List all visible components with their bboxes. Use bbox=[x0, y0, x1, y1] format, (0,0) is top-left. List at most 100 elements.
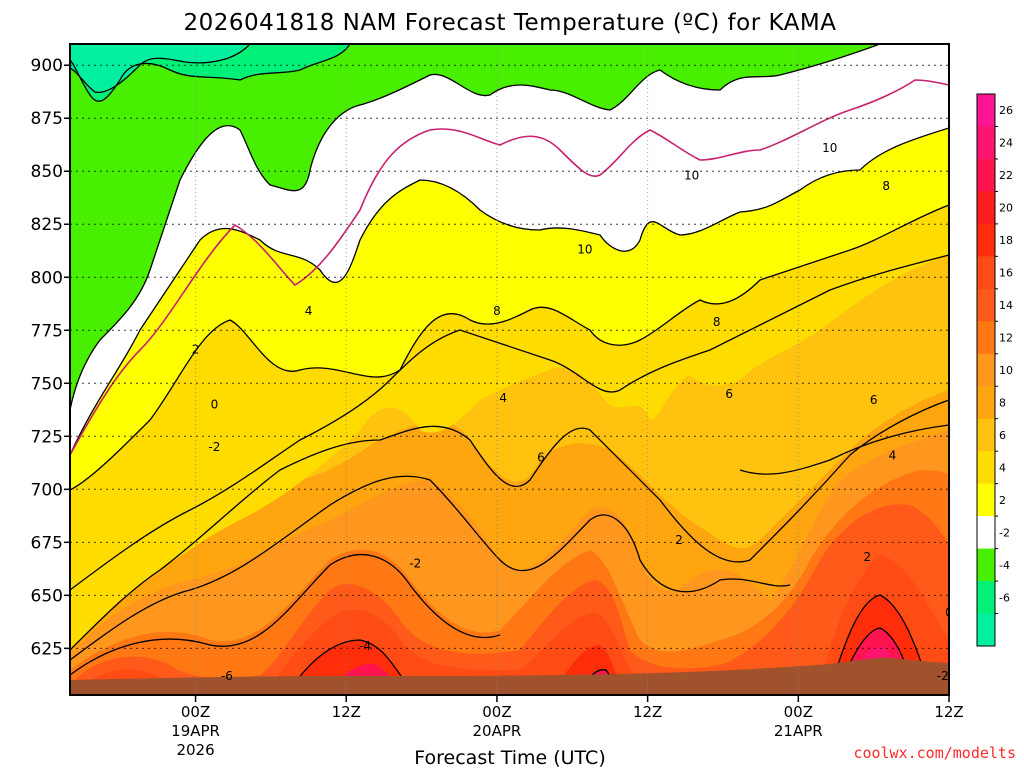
colorbar-label-4: 18 bbox=[999, 234, 1013, 247]
colorbar-swatch-12 bbox=[977, 483, 995, 517]
contour-label-21: 10 bbox=[577, 243, 592, 257]
contour-4 bbox=[70, 204, 949, 491]
x-tick-year-0: 2026 bbox=[176, 741, 214, 759]
contour-label-5: 0 bbox=[211, 397, 219, 411]
contour-label-16: 8 bbox=[493, 304, 501, 318]
y-tick-label-750: 750 bbox=[31, 374, 63, 394]
colorbar-label-5: 16 bbox=[999, 267, 1013, 280]
contour-label-4: -2 bbox=[937, 669, 949, 683]
contour-10 bbox=[70, 475, 791, 661]
colorbar-swatch-5 bbox=[977, 256, 995, 290]
contour-label-23: 10 bbox=[822, 141, 837, 155]
x-tick-label-0: 00Z bbox=[181, 703, 210, 721]
contour-neg2 bbox=[70, 44, 881, 411]
colorbar-swatch-9 bbox=[977, 386, 995, 420]
y-tick-label-725: 725 bbox=[31, 427, 63, 447]
x-tick-label-1: 12Z bbox=[332, 703, 361, 721]
colorbar-label-6: 14 bbox=[999, 299, 1013, 312]
band-above-14 bbox=[70, 470, 949, 695]
colorbar-label-15: -6 bbox=[999, 591, 1010, 604]
colorbar-label-0: 26 bbox=[999, 104, 1013, 117]
colorbar: 26 24 22 20 18 16 14 12 10 8 6 4 2 -2 -4 -6 bbox=[976, 93, 1013, 647]
contour-label-10: 4 bbox=[305, 304, 313, 318]
colorbar-label-12: 2 bbox=[999, 494, 1006, 507]
colorbar-label-9: 8 bbox=[999, 396, 1006, 409]
x-tick-label-2: 00Z bbox=[482, 703, 511, 721]
contour-label-8: 2 bbox=[675, 533, 683, 547]
x-tick-date-4: 21APR bbox=[774, 722, 823, 740]
x-axis-label: Forecast Time (UTC) bbox=[414, 747, 605, 768]
y-tick-label-825: 825 bbox=[31, 215, 63, 235]
x-tick-label-4: 00Z bbox=[784, 703, 813, 721]
colorbar-swatch-1 bbox=[977, 126, 995, 160]
contour-label-1: -4 bbox=[359, 639, 371, 653]
x-tick-date-0: 19APR bbox=[171, 722, 220, 740]
contour-label-9: 2 bbox=[864, 550, 872, 564]
colorbar-label-10: 6 bbox=[999, 429, 1006, 442]
contour-label-13: 6 bbox=[537, 451, 545, 465]
colorbar-label-8: 10 bbox=[999, 364, 1013, 377]
colorbar-swatch-13 bbox=[977, 516, 995, 550]
contour-0 bbox=[70, 79, 949, 456]
x-tick-date-2: 20APR bbox=[473, 722, 522, 740]
colorbar-swatch-7 bbox=[977, 321, 995, 355]
contour-label-6: 0 bbox=[945, 605, 953, 619]
contour-label-3: -2 bbox=[208, 440, 220, 454]
contour-label-12: 4 bbox=[889, 448, 897, 462]
colorbar-label-2: 22 bbox=[999, 169, 1013, 182]
y-tick-label-875: 875 bbox=[31, 109, 63, 129]
x-tick-label-5: 12Z bbox=[934, 703, 963, 721]
contour-label-15: 6 bbox=[870, 393, 878, 407]
plot-frame bbox=[69, 43, 950, 696]
colorbar-label-7: 12 bbox=[999, 332, 1013, 345]
contour-label-11: 4 bbox=[499, 391, 507, 405]
plot-area: -6-4-2-2-2002224446668888810101012 bbox=[70, 44, 966, 695]
band-above-16 bbox=[75, 504, 949, 695]
band-below-0 bbox=[70, 44, 880, 410]
gridlines bbox=[70, 44, 949, 695]
contour-label-2: -2 bbox=[409, 557, 421, 571]
y-tick-label-850: 850 bbox=[31, 162, 63, 182]
colorbar-swatch-11 bbox=[977, 451, 995, 485]
colorbar-swatch-6 bbox=[977, 288, 995, 322]
y-tick-label-650: 650 bbox=[31, 586, 63, 606]
y-tick-label-625: 625 bbox=[31, 639, 63, 659]
colorbar-label-13: -2 bbox=[999, 526, 1010, 539]
colorbar-swatch-16 bbox=[977, 613, 995, 647]
colorbar-swatch-2 bbox=[977, 158, 995, 192]
contour-neg6 bbox=[70, 44, 251, 93]
colorbar-swatch-0 bbox=[977, 94, 995, 127]
colorbar-swatch-8 bbox=[977, 353, 995, 387]
contour-neg4 bbox=[70, 44, 351, 102]
contour-8 bbox=[70, 399, 949, 651]
colorbar-label-11: 4 bbox=[999, 461, 1006, 474]
colorbar-frame bbox=[976, 93, 996, 647]
contour-12 bbox=[739, 424, 949, 475]
y-tick-label-675: 675 bbox=[31, 533, 63, 553]
colorbar-label-14: -4 bbox=[999, 559, 1010, 572]
chart-title: 2026041818 NAM Forecast Temperature (ºC)… bbox=[184, 10, 837, 36]
colorbar-label-3: 20 bbox=[999, 202, 1013, 215]
y-tick-label-900: 900 bbox=[31, 56, 63, 76]
x-axis: 00Z19APR202612Z00Z20APR12Z00Z21APR12Z00Z… bbox=[171, 695, 964, 759]
colorbar-swatch-10 bbox=[977, 418, 995, 452]
contour-lines bbox=[70, 44, 949, 691]
colorbar-swatch-4 bbox=[977, 223, 995, 257]
contour-label-22: 10 bbox=[684, 168, 699, 182]
y-axis: 625 650 675 700 725 750 775 800 825 850 875 900 bbox=[31, 56, 70, 659]
y-tick-label-775: 775 bbox=[31, 321, 63, 341]
colorbar-swatch-15 bbox=[977, 581, 995, 615]
contour-2 bbox=[70, 127, 949, 456]
contour-label-7: 2 bbox=[192, 342, 200, 356]
contour-label-19: 8 bbox=[958, 132, 966, 146]
contour-labels: -6-4-2-2-2002224446668888810101012 bbox=[192, 132, 966, 683]
band-above-18 bbox=[85, 555, 949, 695]
y-tick-label-800: 800 bbox=[31, 268, 63, 288]
x-tick-label-3: 12Z bbox=[633, 703, 662, 721]
credit-text: coolwx.com/modelts bbox=[853, 744, 1016, 762]
contour-16 bbox=[289, 639, 411, 691]
contour-label-14: 6 bbox=[725, 387, 733, 401]
colorbar-label-1: 24 bbox=[999, 137, 1013, 150]
band-below-neg6 bbox=[70, 44, 250, 93]
colorbar-swatch-3 bbox=[977, 191, 995, 225]
